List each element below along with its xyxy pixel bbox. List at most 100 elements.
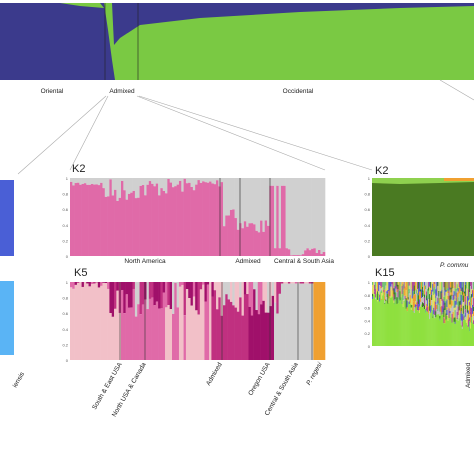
bar-segment (372, 284, 374, 288)
bar-segment (387, 302, 389, 304)
bar-segment (308, 283, 312, 360)
bar-segment (460, 318, 462, 321)
bar-segment (318, 178, 321, 251)
bar-segment (454, 307, 456, 311)
bar-segment (318, 282, 321, 360)
bar-segment (70, 178, 73, 182)
bar-segment (280, 178, 284, 186)
panel-title: K2 (72, 163, 85, 175)
bar-segment (408, 293, 410, 302)
bar-segment (468, 292, 471, 300)
bar-segment (410, 282, 412, 289)
bar-segment (468, 331, 471, 346)
bar-segment (297, 178, 300, 256)
bar-segment (141, 185, 145, 256)
bar-segment (435, 295, 437, 298)
axis-tick-label: 0.6 (364, 306, 370, 311)
bar-segment (439, 303, 441, 312)
bar-segment (456, 284, 458, 291)
left-k-lightblue (0, 281, 14, 355)
bar-segment (467, 300, 470, 311)
bar-segment (206, 178, 210, 183)
bar-segment (452, 282, 454, 289)
bar-segment (413, 307, 416, 314)
bar-segment (391, 296, 393, 346)
bar-segment (430, 305, 432, 313)
bar-segment (72, 288, 75, 360)
bar-segment (458, 301, 460, 311)
bar-segment (420, 282, 423, 290)
bar-segment (204, 282, 208, 302)
bar-segment (204, 182, 208, 256)
bar-segment (111, 316, 115, 360)
bar-segment (461, 300, 463, 305)
bar-segment (434, 293, 436, 300)
bar-segment (197, 178, 201, 181)
bar-segment (165, 282, 168, 308)
bar-segment (462, 305, 464, 314)
bar-segment (443, 308, 445, 318)
bar-segment (421, 292, 424, 298)
bar-segment (206, 284, 210, 360)
bar-segment (264, 178, 268, 221)
bar-segment (202, 178, 205, 182)
bar-segment (93, 178, 96, 185)
bar-segment (232, 305, 235, 360)
bar-segment (472, 324, 474, 346)
right-k2-orange (444, 178, 474, 181)
bar-segment (460, 304, 462, 308)
bar-segment (104, 178, 108, 197)
top-purple-upper (104, 3, 474, 45)
bar-segment (435, 289, 437, 296)
bar-segment (437, 297, 439, 302)
bar-segment (418, 291, 421, 300)
bar-segment (386, 297, 388, 301)
bar-segment (420, 289, 423, 299)
bar-segment (436, 282, 438, 288)
bar-segment (262, 178, 266, 232)
bar-segment (447, 299, 449, 307)
bar-segment (432, 291, 434, 301)
bar-segment (81, 286, 85, 360)
bar-segment (399, 300, 401, 346)
bar-segment (274, 302, 277, 360)
bar-segment (444, 321, 446, 324)
bar-segment (123, 178, 126, 191)
bar-segment (257, 314, 261, 360)
bar-segment (432, 282, 434, 285)
bar-segment (151, 297, 154, 360)
axis-tick-label: 1 (66, 280, 69, 285)
bar-segment (459, 291, 461, 301)
bar-segment (211, 183, 215, 256)
bar-segment (408, 304, 410, 346)
bar-segment (109, 179, 113, 256)
bar-segment (434, 284, 436, 287)
bar-segment (418, 299, 421, 307)
bar-segment (384, 282, 386, 290)
bar-segment (418, 306, 421, 311)
bar-segment (301, 178, 305, 255)
bar-segment (449, 287, 451, 290)
bar-segment (297, 255, 300, 256)
bar-segment (394, 298, 396, 305)
bar-segment (280, 283, 284, 360)
bar-segment (391, 287, 393, 295)
bar-segment (294, 283, 298, 360)
bar-segment (469, 328, 472, 346)
bar-segment (274, 178, 277, 249)
bar-segment (264, 312, 268, 360)
bar-segment (457, 320, 459, 346)
bar-segment (449, 295, 451, 305)
bar-segment (449, 310, 451, 314)
bar-segment (299, 283, 303, 360)
bar-segment (448, 300, 450, 309)
bar-segment (455, 297, 457, 305)
bar-segment (267, 178, 270, 226)
bar-segment (384, 295, 386, 301)
bar-segment (262, 300, 266, 360)
bar-segment (453, 285, 455, 292)
bar-segment (424, 282, 426, 286)
bar-segment (450, 317, 452, 346)
bar-segment (213, 282, 217, 291)
bar-segment (260, 178, 263, 221)
